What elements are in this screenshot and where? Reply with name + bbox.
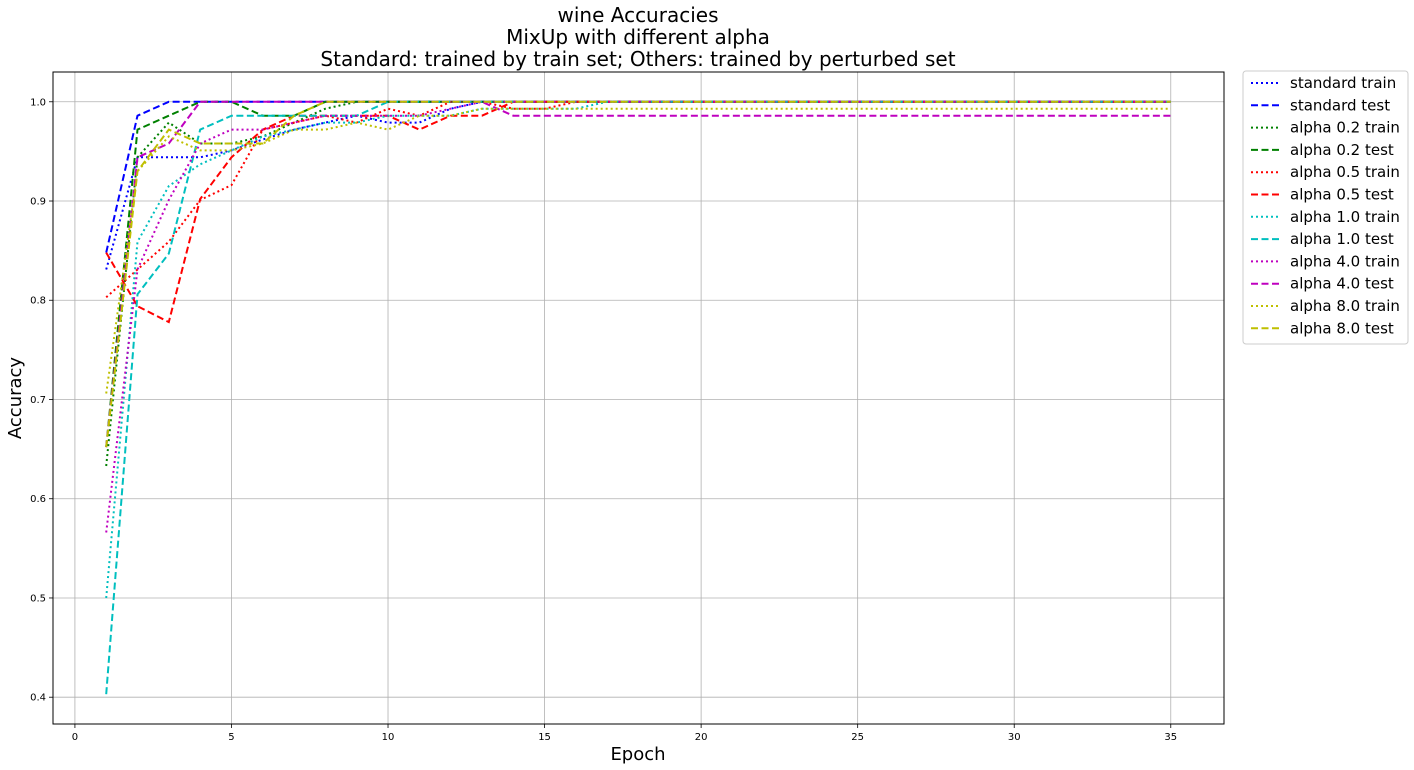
y-axis-label: Accuracy	[5, 357, 26, 440]
x-tick-label: 5	[228, 732, 234, 743]
x-tick-label: 30	[1008, 732, 1021, 743]
y-tick-label: 0.6	[30, 494, 46, 505]
legend: standard train standard test alpha 0.2 tra…	[1242, 70, 1409, 345]
series-line-alpha-4-0-train	[105, 100, 1171, 533]
legend-item: standard train	[1251, 74, 1396, 92]
series-line-alpha-1-0-test	[105, 100, 1171, 695]
legend-label: alpha 1.0 test	[1290, 230, 1394, 248]
series-line-alpha-8-0-train	[105, 107, 1171, 394]
legend-item: alpha 0.2 test	[1251, 141, 1394, 159]
legend-item: standard test	[1251, 96, 1390, 114]
series-line-alpha-0-2-test	[105, 100, 1171, 448]
chart-title-line-2: MixUp with different alpha	[506, 25, 770, 49]
legend-box	[1242, 70, 1409, 345]
series-line-alpha-4-0-test	[105, 100, 1171, 448]
legend-item: alpha 4.0 test	[1251, 275, 1394, 293]
legend-label: alpha 0.5 test	[1290, 186, 1394, 204]
series-line-standard-test	[105, 100, 1171, 253]
y-tick-label: 0.7	[30, 395, 46, 406]
legend-label: alpha 0.2 test	[1290, 141, 1394, 159]
legend-item: alpha 8.0 train	[1251, 297, 1400, 315]
legend-item: alpha 0.2 train	[1251, 119, 1400, 137]
y-tick-label: 0.4	[30, 693, 46, 704]
y-tick-label: 0.8	[30, 296, 46, 307]
legend-label: alpha 8.0 test	[1290, 319, 1394, 337]
chart-titles: wine Accuracies MixUp with different alp…	[320, 3, 955, 71]
y-tick-label: 0.5	[30, 593, 46, 604]
plot-area-frame	[52, 71, 1225, 725]
grid-lines	[53, 72, 1224, 724]
legend-item: alpha 8.0 test	[1251, 319, 1394, 337]
legend-label: standard train	[1290, 74, 1396, 92]
legend-label: alpha 0.2 train	[1290, 119, 1400, 137]
y-tick-label: 1.0	[30, 97, 46, 108]
axis-ticks: 0 5 10 15 20 25 30 35 0.4 0.5 0.6 0.7 0.8 0.9 1.0	[30, 97, 1177, 743]
x-tick-label: 15	[538, 732, 551, 743]
chart-title-line-1: wine Accuracies	[557, 3, 718, 27]
legend-item: alpha 4.0 train	[1251, 252, 1400, 270]
x-tick-label: 10	[382, 732, 395, 743]
series-line-alpha-8-0-test	[105, 100, 1171, 448]
series-line-standard-train	[105, 100, 1171, 270]
series-line-alpha-0-2-train	[105, 100, 1171, 467]
legend-label: standard test	[1290, 96, 1390, 114]
legend-item: alpha 1.0 train	[1251, 208, 1400, 226]
chart-title-line-3: Standard: trained by train set; Others: …	[320, 47, 955, 71]
x-tick-label: 35	[1164, 732, 1177, 743]
series-lines	[105, 100, 1171, 695]
x-tick-label: 25	[851, 732, 864, 743]
legend-label: alpha 0.5 train	[1290, 163, 1400, 181]
series-line-alpha-1-0-train	[105, 100, 1171, 599]
x-tick-label: 0	[72, 732, 78, 743]
legend-item: alpha 1.0 test	[1251, 230, 1394, 248]
legend-label: alpha 1.0 train	[1290, 208, 1400, 226]
legend-item: alpha 0.5 test	[1251, 186, 1394, 204]
y-tick-label: 0.9	[30, 197, 46, 208]
legend-label: alpha 8.0 train	[1290, 297, 1400, 315]
series-line-alpha-0-5-train	[105, 100, 1171, 299]
x-tick-label: 20	[695, 732, 708, 743]
legend-item: alpha 0.5 train	[1251, 163, 1400, 181]
x-axis-label: Epoch	[610, 744, 665, 765]
legend-label: alpha 4.0 train	[1290, 252, 1400, 270]
legend-label: alpha 4.0 test	[1290, 275, 1394, 293]
